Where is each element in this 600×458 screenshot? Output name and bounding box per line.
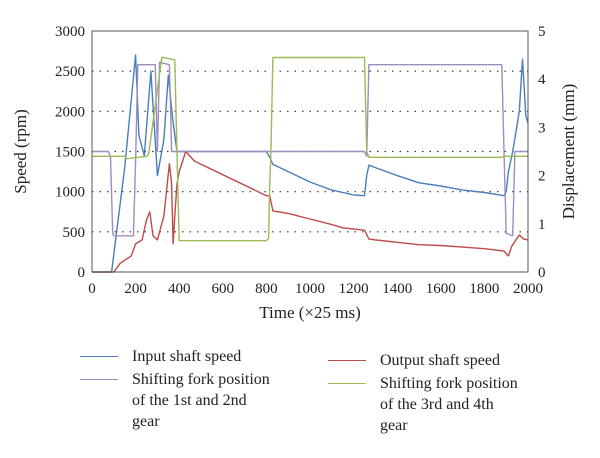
x-tick-label: 400: [168, 281, 191, 297]
y2-tick-label: 2: [538, 169, 546, 185]
y-tick-label: 2500: [55, 64, 85, 80]
legend-swatch-output-shaft: [328, 360, 366, 361]
legend-swatch-input-shaft: [80, 356, 118, 357]
y-tick-label: 3000: [55, 24, 85, 40]
legend-label-fork34-line1: Shifting fork position: [380, 375, 518, 392]
y2-tick-label: 5: [538, 24, 546, 40]
y2-tick-label: 4: [538, 72, 546, 88]
x-tick-label: 800: [255, 281, 278, 297]
y-tick-label: 1500: [55, 145, 85, 161]
legend-label-fork12-line2: of the 1st and 2nd: [132, 392, 247, 409]
plot-frame: [91, 30, 529, 273]
legend-label-fork34-line2: of the 3rd and 4th: [380, 396, 494, 413]
legend-swatch-fork12: [80, 379, 118, 380]
y-axis-title: Speed (rpm): [11, 109, 30, 194]
legend-label-fork34-line3: gear: [380, 417, 408, 434]
x-tick-label: 600: [212, 281, 235, 297]
y-tick-label: 500: [63, 225, 86, 241]
y2-tick-label: 0: [538, 265, 546, 281]
x-tick-label: 1200: [339, 281, 369, 297]
x-tick-label: 1800: [469, 281, 499, 297]
y2-axis-title: Displacement (mm): [559, 84, 578, 220]
legend-swatch-fork34: [328, 383, 366, 384]
x-tick-label: 1000: [295, 281, 325, 297]
series-group: [92, 54, 529, 273]
y-tick-label: 0: [78, 265, 86, 281]
legend-label-output-shaft: Output shaft speed: [380, 352, 500, 369]
legend-label-input-shaft: Input shaft speed: [132, 348, 242, 365]
tick-labels: 0 200 400 600 800 1000 1200 1400 1600 1800 2000050…: [55, 24, 546, 297]
x-tick-label: 1400: [382, 281, 412, 297]
series-line-3: [92, 61, 528, 237]
x-tick-label: 2000: [513, 281, 543, 297]
x-tick-label: 0: [88, 281, 96, 297]
series-line-4: [92, 56, 528, 242]
y2-tick-label: 1: [538, 217, 546, 233]
legend-label-fork12-line1: Shifting fork position: [132, 371, 270, 388]
legend-label-fork12-line3: gear: [132, 413, 160, 430]
x-axis-title: Time (×25 ms): [259, 303, 361, 322]
series-line-2: [92, 150, 529, 273]
x-tick-label: 200: [124, 281, 147, 297]
y-tick-label: 1000: [55, 185, 85, 201]
y2-tick-label: 3: [538, 120, 546, 136]
x-tick-label: 1600: [426, 281, 456, 297]
y-tick-label: 2000: [55, 104, 85, 120]
